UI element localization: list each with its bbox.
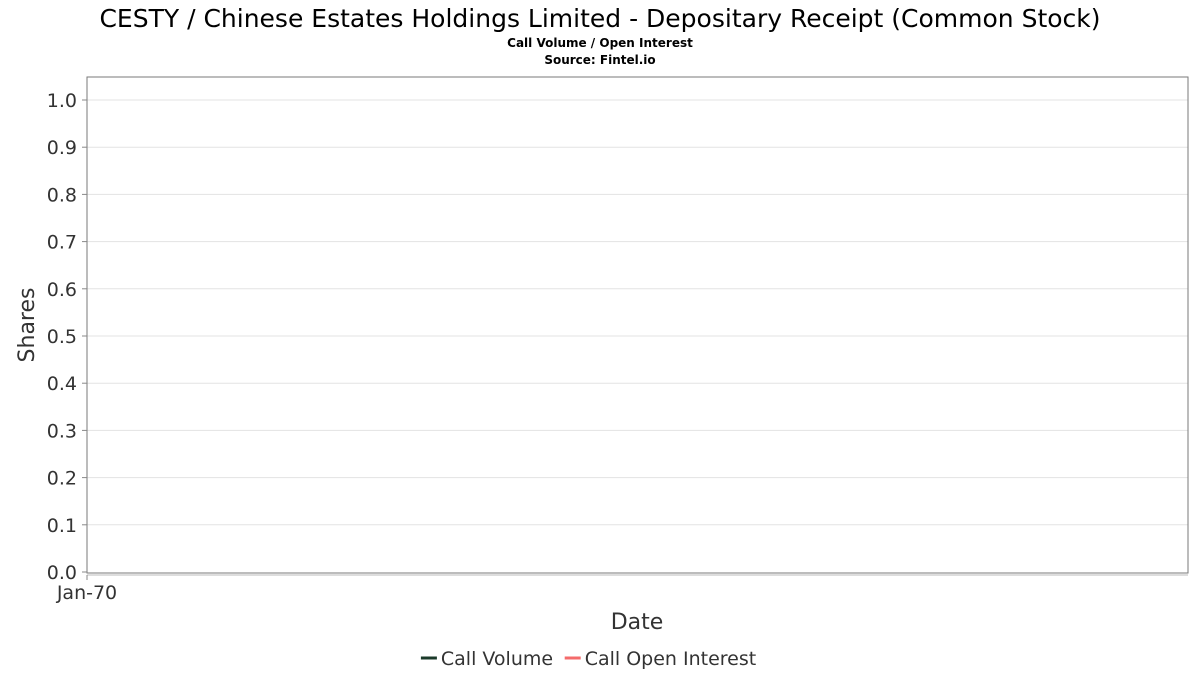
legend-item[interactable]: Call Open Interest — [564, 648, 757, 670]
y-tick-label: 0.6 — [47, 279, 77, 301]
y-ticks-layer: 0.0 0.1 0.2 0.3 0.4 0.5 0.6 0.7 0.8 0.9 1.0 — [47, 90, 87, 584]
y-tick-label: 0.3 — [47, 420, 77, 442]
y-tick-label: 0.9 — [47, 137, 77, 159]
y-tick-label: 0.8 — [47, 184, 77, 206]
y-tick-label: 0.5 — [47, 326, 77, 348]
x-tick-label: Jan-70 — [56, 582, 117, 604]
x-ticks-layer: Jan-70 — [56, 575, 117, 604]
grid-layer — [87, 99, 1188, 526]
chart-title: CESTY / Chinese Estates Holdings Limited… — [99, 4, 1100, 33]
y-tick-label: 0.2 — [47, 468, 77, 490]
legend-label: Call Volume — [441, 648, 553, 670]
y-axis-label: Shares — [15, 288, 40, 363]
y-tick-label: 0.1 — [47, 515, 77, 537]
plot-frame — [86, 76, 1189, 574]
y-tick-label: 0.0 — [47, 562, 77, 584]
legend-item[interactable]: Call Volume — [420, 648, 553, 670]
y-tick-label: 1.0 — [47, 90, 77, 112]
legend-label: Call Open Interest — [585, 648, 757, 670]
chart-source: Source: Fintel.io — [544, 53, 655, 67]
y-tick-label: 0.4 — [47, 373, 77, 395]
y-tick-label: 0.7 — [47, 232, 77, 254]
x-axis-label: Date — [611, 610, 664, 635]
legend: Call Volume Call Open Interest — [420, 648, 757, 670]
chart-subtitle: Call Volume / Open Interest — [507, 36, 693, 50]
